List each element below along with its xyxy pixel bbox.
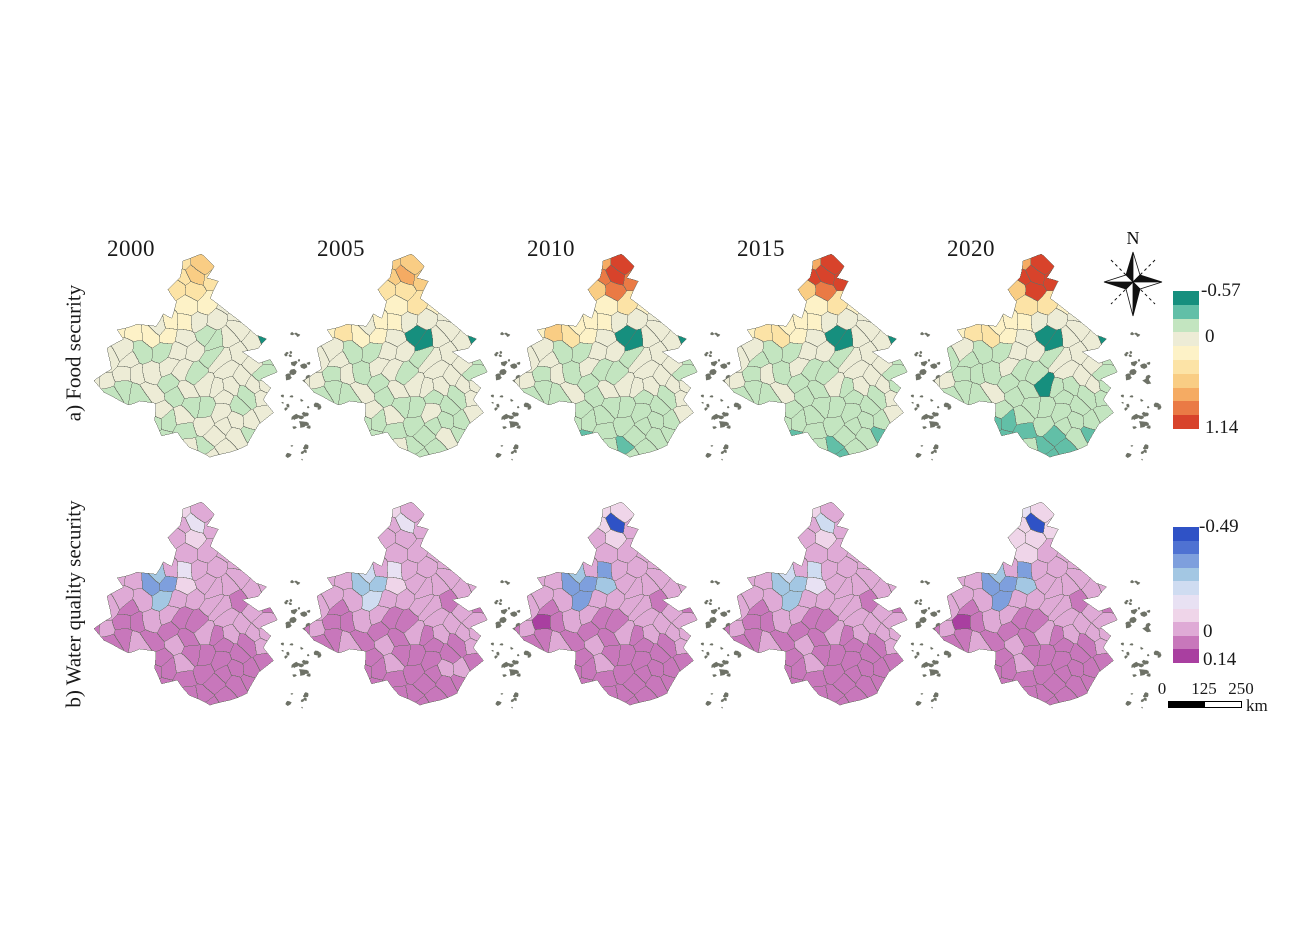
row-label-water-quality-security: b) Water quality security: [61, 500, 86, 708]
scalebar-filled-half: [1169, 702, 1205, 707]
map-panel-water-quality-2015: [723, 500, 963, 712]
legend-max-label-a: 1.14: [1205, 417, 1239, 438]
legend-color-cell: [1173, 540, 1199, 555]
legend-color-cell: [1173, 594, 1199, 609]
legend-color-cell: [1173, 387, 1199, 402]
legend-color-cell: [1173, 304, 1199, 319]
map-panel-water-quality-2005: [303, 500, 543, 712]
map-panel-water-quality-2020: [933, 500, 1173, 712]
legend-color-cell: [1173, 318, 1199, 333]
compass-north-label: N: [1127, 228, 1140, 248]
scalebar-tick-0: 0: [1157, 679, 1167, 698]
legend-colorbar-food-security: [1173, 291, 1199, 429]
compass-star: [1103, 251, 1163, 317]
legend-color-cell: [1173, 332, 1199, 347]
legend-max-label-b: 0.14: [1203, 649, 1237, 670]
map-panel-food-security-2015: [723, 252, 963, 464]
map-panel-water-quality-2000: [93, 500, 333, 712]
map-panel-food-security-2005: [303, 252, 543, 464]
scalebar-unit: km: [1246, 696, 1268, 715]
legend-color-cell: [1173, 622, 1199, 636]
legend-colorbar-water-quality: [1173, 527, 1199, 663]
legend-max-negative-label-b: -0.49: [1199, 516, 1239, 537]
legend-color-cell: [1173, 415, 1199, 429]
legend-color-cell: [1173, 649, 1199, 663]
map-panel-food-security-2000: [93, 252, 333, 464]
legend-zero-label-a: 0: [1205, 326, 1215, 347]
row-label-food-security: a) Food security: [61, 284, 86, 422]
legend-color-cell: [1173, 373, 1199, 388]
legend-color-cell: [1173, 346, 1199, 360]
legend-color-cell: [1173, 581, 1199, 595]
scalebar: [1168, 701, 1242, 708]
legend-color-cell: [1173, 554, 1199, 568]
compass-rose: N: [1103, 228, 1163, 317]
map-panel-food-security-2010: [513, 252, 753, 464]
legend-max-negative-label-a: -0.57: [1201, 280, 1241, 301]
legend-color-cell: [1173, 527, 1199, 541]
legend-color-cell: [1173, 635, 1199, 650]
legend-color-cell: [1173, 608, 1199, 623]
legend-color-cell: [1173, 567, 1199, 582]
legend-color-cell: [1173, 359, 1199, 374]
scalebar-tick-125: 125: [1191, 679, 1217, 698]
legend-zero-label-b: 0: [1203, 621, 1213, 642]
scalebar-tick-250: 250: [1228, 679, 1254, 698]
legend-color-cell: [1173, 291, 1199, 305]
legend-color-cell: [1173, 401, 1199, 416]
map-panel-water-quality-2010: [513, 500, 753, 712]
